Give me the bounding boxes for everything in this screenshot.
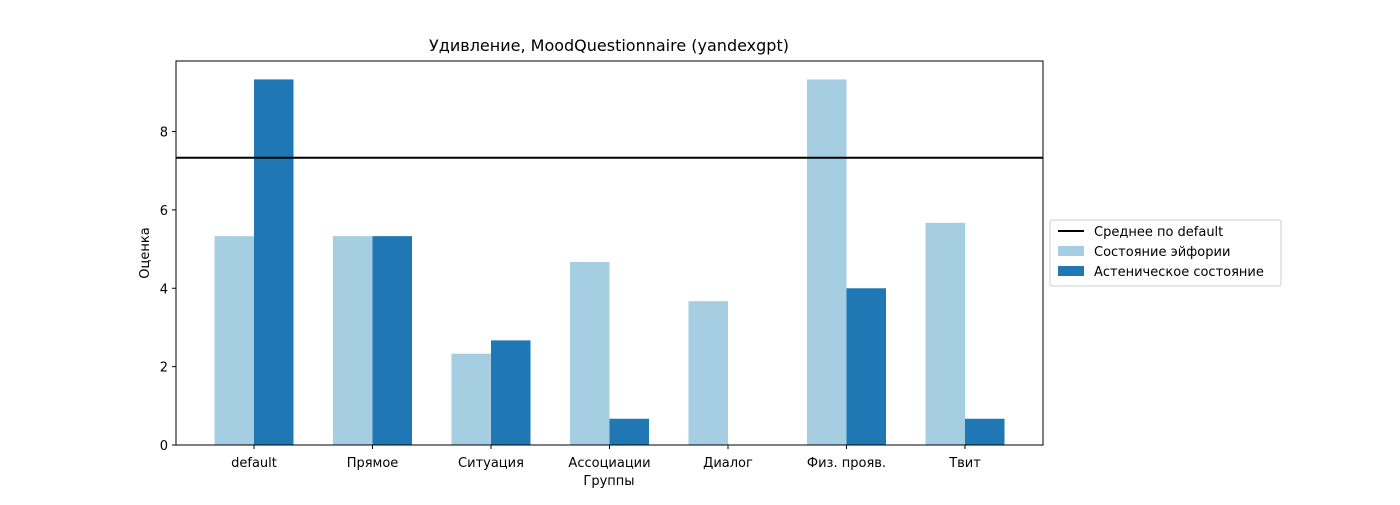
bar-euphoria-2 xyxy=(451,353,491,445)
bar-euphoria-6 xyxy=(925,222,965,445)
y-tick-label-4: 8 xyxy=(160,126,168,141)
x-tick-label-6: Твит xyxy=(948,456,981,471)
legend-swatch-asthenic xyxy=(1058,266,1084,276)
y-axis-label: Оценка xyxy=(138,227,153,278)
x-tick-label-5: Физ. прояв. xyxy=(807,456,886,471)
bar-euphoria-3 xyxy=(570,262,610,445)
legend-label-reference: Среднее по default xyxy=(1094,225,1223,240)
x-tick-label-0: default xyxy=(231,456,277,471)
legend-swatch-euphoria xyxy=(1058,246,1084,256)
bar-euphoria-0 xyxy=(214,236,254,445)
bar-asthenic-1 xyxy=(372,236,412,445)
legend-box xyxy=(1049,219,1282,287)
legend-label-asthenic: Астеническое состояние xyxy=(1094,265,1264,280)
x-tick-label-1: Прямое xyxy=(347,456,399,471)
bars-group xyxy=(214,79,1005,446)
y-tick-label-3: 6 xyxy=(160,204,168,219)
bar-euphoria-5 xyxy=(807,79,847,446)
bar-asthenic-3 xyxy=(609,418,649,445)
x-axis-label: Группы xyxy=(583,474,634,489)
bar-asthenic-5 xyxy=(846,288,886,445)
y-tick-label-0: 0 xyxy=(160,439,168,454)
x-tick-label-3: Ассоциации xyxy=(568,456,650,471)
legend-label-euphoria: Состояние эйфории xyxy=(1094,245,1230,260)
bar-asthenic-6 xyxy=(965,418,1005,445)
bar-euphoria-4 xyxy=(688,301,728,445)
chart-title: Удивление, MoodQuestionnaire (yandexgpt) xyxy=(429,36,789,55)
legend: Среднее по default Состояние эйфории Аст… xyxy=(1049,219,1282,287)
x-axis: default Прямое Ситуация Ассоциации Диалог Физ… xyxy=(231,445,981,471)
y-axis: 0 2 4 6 8 xyxy=(160,126,176,454)
x-tick-label-4: Диалог xyxy=(703,456,753,471)
bar-asthenic-0 xyxy=(254,79,294,446)
x-tick-label-2: Ситуация xyxy=(458,456,524,471)
y-tick-label-1: 2 xyxy=(160,361,168,376)
y-tick-label-2: 4 xyxy=(160,282,168,297)
bar-euphoria-1 xyxy=(333,236,373,445)
bar-asthenic-2 xyxy=(491,340,531,445)
